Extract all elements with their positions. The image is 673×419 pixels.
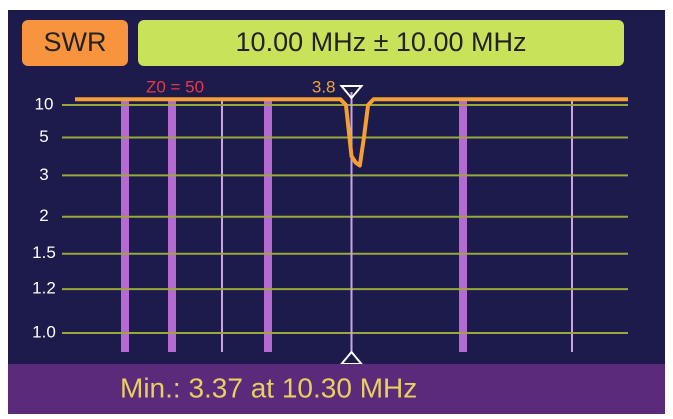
chart-title: 10.00 MHz ± 10.00 MHz: [236, 27, 527, 57]
grid: 10 5 3 2 1.5 1.2 1.0: [32, 95, 628, 341]
cursor-marker-top: [339, 85, 364, 100]
y-tick-label: 3: [39, 165, 48, 184]
band-marker: [264, 100, 272, 352]
y-tick-label: 2: [39, 206, 48, 225]
title-box: [138, 20, 624, 66]
cursor-value-label: 3.8: [312, 77, 336, 96]
band-marker: [121, 100, 129, 352]
impedance-label: Z0 = 50: [146, 77, 204, 96]
footer-text: Min.: 3.37 at 10.30 MHz: [120, 372, 417, 403]
band-marker: [168, 100, 176, 352]
footer-bar: [8, 364, 665, 414]
band-markers: [121, 100, 573, 352]
mode-label: SWR: [44, 27, 107, 57]
band-marker: [459, 100, 467, 352]
band-marker: [221, 100, 223, 352]
screen-background: [8, 10, 665, 414]
y-tick-label: 1.2: [32, 279, 56, 298]
y-tick-label: 5: [39, 127, 48, 146]
mode-box: [22, 20, 128, 66]
y-tick-label: 1.0: [32, 322, 56, 341]
plot: 3.8: [75, 77, 628, 365]
swr-line: [75, 97, 628, 168]
band-marker: [571, 100, 573, 352]
y-tick-label: 1.5: [32, 243, 56, 262]
y-tick-label: 10: [35, 95, 54, 114]
